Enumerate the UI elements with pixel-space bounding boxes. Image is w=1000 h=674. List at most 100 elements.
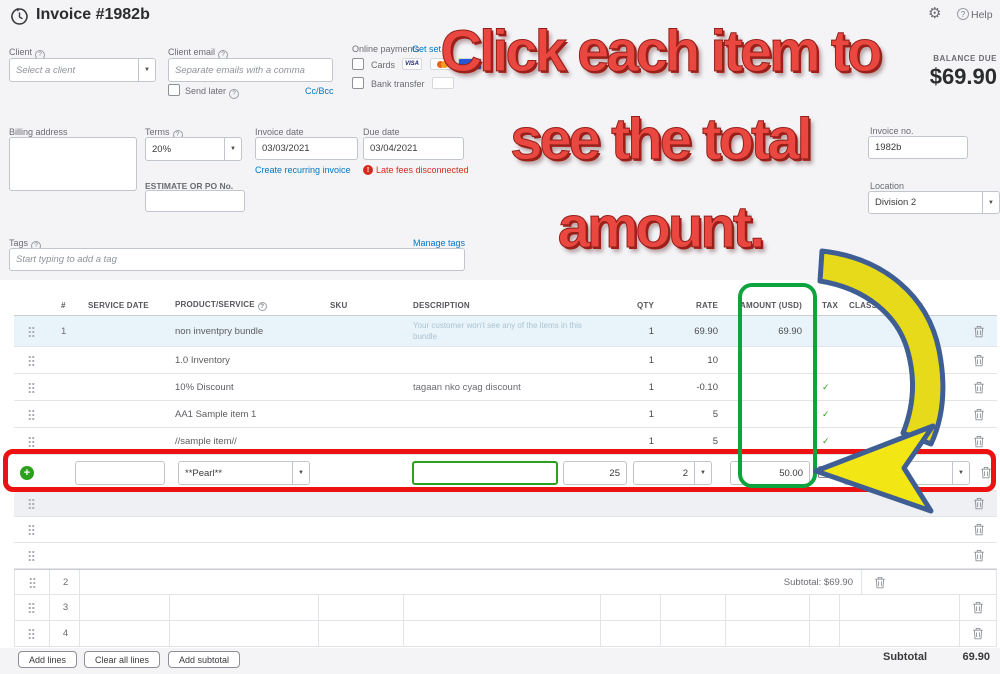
description-cell[interactable] [403,595,600,620]
product-select[interactable]: **Pearl** ▼ [178,461,310,485]
add-lines-button[interactable]: Add lines [18,651,78,668]
client-email-input[interactable] [168,58,333,82]
location-select[interactable]: Division 2 ▼ [868,191,1000,214]
qty-input[interactable] [563,461,627,485]
drag-handle[interactable] [28,628,36,639]
trash-icon[interactable] [973,435,985,448]
drag-handle[interactable] [27,435,35,447]
trash-icon[interactable] [973,549,985,562]
qty-cell[interactable]: 1 [648,381,654,393]
product-cell[interactable]: AA1 Sample item 1 [175,408,257,420]
rate-cell[interactable]: 69.90 [694,325,718,337]
empty-row[interactable] [14,491,997,517]
tax-checkbox[interactable] [818,466,830,478]
trash-icon[interactable] [973,354,985,367]
qty-cell[interactable]: 1 [648,325,654,337]
drag-handle[interactable] [27,354,35,366]
service-date-cell[interactable] [78,621,169,646]
manage-tags-link[interactable]: Manage tags [413,238,466,248]
rate-select[interactable]: 2 ▼ [633,461,712,485]
trash-icon[interactable] [973,325,985,338]
product-cell[interactable] [168,595,319,620]
sku-cell[interactable] [318,621,403,646]
chevron-down-icon[interactable]: ▼ [138,59,155,81]
estimate-po-input[interactable] [145,190,245,212]
chevron-down-icon[interactable]: ▼ [292,462,309,484]
trash-icon[interactable] [972,627,984,640]
clear-all-lines-button[interactable]: Clear all lines [84,651,161,668]
help-icon[interactable]: ? [957,8,969,20]
rate-cell[interactable] [659,595,725,620]
drag-handle[interactable] [28,602,36,613]
amount-cell[interactable] [724,621,810,646]
bank-transfer-checkbox[interactable] [352,77,364,89]
product-cell[interactable]: //sample item// [175,435,237,447]
rate-cell[interactable]: -0.10 [696,381,718,393]
class-cell[interactable] [839,595,959,620]
qty-cell[interactable] [599,621,660,646]
tax-cell[interactable] [809,621,839,646]
terms-select[interactable]: 20% ▼ [145,137,242,161]
table-row[interactable]: //sample item// 1 5 ✓ [14,428,997,455]
client-select[interactable]: Select a client ▼ [9,58,156,82]
amount-cell[interactable] [724,595,810,620]
table-row[interactable]: 1.0 Inventory 1 10 [14,347,997,374]
table-row[interactable]: 10% Discount tagaan nko cyag discount 1 … [14,374,997,401]
sku-cell[interactable] [318,595,403,620]
qty-cell[interactable]: 1 [648,408,654,420]
trash-icon[interactable] [980,466,992,479]
chevron-down-icon[interactable]: ▼ [982,192,999,213]
empty-row[interactable] [14,543,997,569]
invoice-date-input[interactable] [255,137,358,160]
trash-icon[interactable] [874,576,886,589]
chevron-down-icon[interactable]: ▼ [694,462,711,484]
table-row[interactable]: 3 [14,595,997,621]
tax-cell[interactable] [809,595,839,620]
amount-input[interactable] [730,461,810,485]
description-cell[interactable] [403,621,600,646]
service-date-cell[interactable] [78,595,169,620]
active-edit-row[interactable]: + **Pearl** ▼ 2 ▼ ext ▼ [14,455,997,491]
send-later-checkbox[interactable] [168,84,180,96]
product-tooltip-icon[interactable]: ? [257,301,267,311]
product-cell[interactable]: 1.0 Inventory [175,354,230,366]
rate-cell[interactable]: 5 [712,408,718,420]
drag-handle[interactable] [27,498,35,509]
trash-icon[interactable] [972,601,984,614]
table-row[interactable]: 1 non inventpry bundle Your customer won… [14,316,997,347]
trash-icon[interactable] [973,497,985,510]
product-cell[interactable]: 10% Discount [175,381,234,393]
class-select[interactable]: ext ▼ [843,461,970,485]
cards-checkbox[interactable] [352,58,364,70]
trash-icon[interactable] [973,408,985,421]
qty-cell[interactable]: 1 [648,354,654,366]
drag-handle[interactable] [27,381,35,393]
invoice-no-input[interactable] [868,136,968,159]
empty-row[interactable] [14,517,997,543]
drag-handle[interactable] [28,576,36,588]
get-set-up-link[interactable]: Get set up [412,44,454,54]
add-subtotal-button[interactable]: Add subtotal [168,651,241,668]
tags-input[interactable] [9,248,465,271]
rate-cell[interactable]: 10 [707,354,718,366]
chevron-down-icon[interactable]: ▼ [952,462,969,484]
help-link[interactable]: Help [971,9,993,21]
description-input[interactable] [412,461,558,485]
product-cell[interactable] [168,621,319,646]
billing-address-input[interactable] [9,137,137,191]
send-later-tooltip-icon[interactable]: ? [229,88,240,99]
qty-cell[interactable] [599,595,660,620]
tax-check-cell[interactable]: ✓ [822,435,830,446]
subtotal-row[interactable]: 2 Subtotal: $69.90 [14,569,997,595]
chevron-down-icon[interactable]: ▼ [224,138,241,160]
drag-handle[interactable] [27,325,35,337]
table-row[interactable]: 4 [14,621,997,647]
class-cell[interactable] [839,621,959,646]
description-cell[interactable]: Your customer won't see any of the items… [413,321,582,341]
drag-handle[interactable] [27,524,35,535]
trash-icon[interactable] [973,381,985,394]
add-line-icon[interactable]: + [20,466,34,480]
due-date-input[interactable] [363,137,464,160]
rate-cell[interactable]: 5 [712,435,718,447]
rate-cell[interactable] [659,621,725,646]
